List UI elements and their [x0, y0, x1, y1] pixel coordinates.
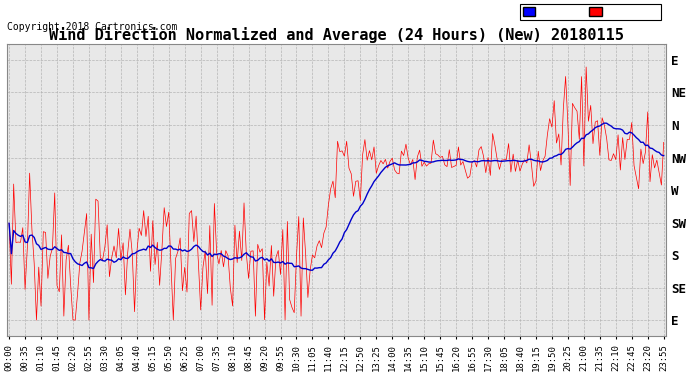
Text: Copyright 2018 Cartronics.com: Copyright 2018 Cartronics.com — [7, 22, 177, 32]
Title: Wind Direction Normalized and Average (24 Hours) (New) 20180115: Wind Direction Normalized and Average (2… — [49, 27, 624, 42]
Legend: Average, Direction: Average, Direction — [520, 4, 661, 20]
